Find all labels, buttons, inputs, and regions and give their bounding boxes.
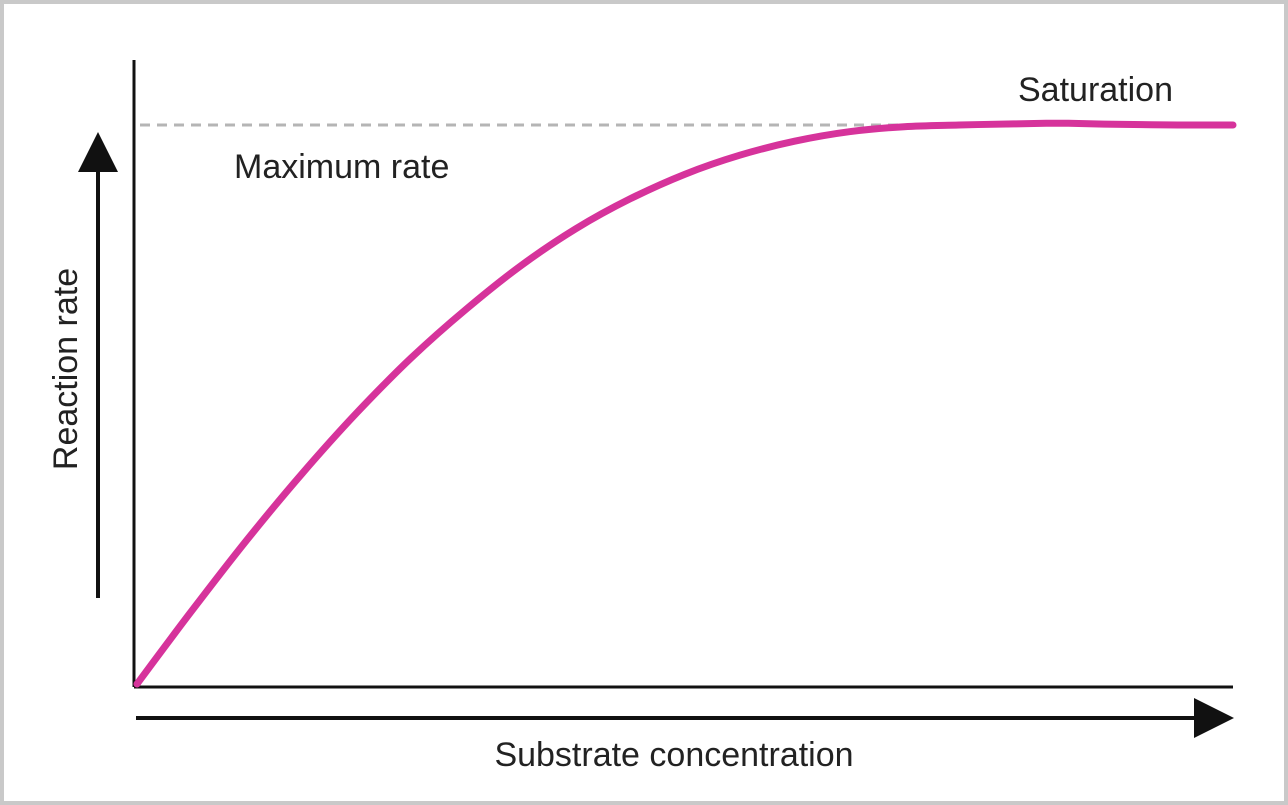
- saturation-annotation: Saturation: [1018, 71, 1173, 109]
- maximum-rate-label: Maximum rate: [234, 148, 449, 186]
- series-line-reaction-curve: [133, 119, 1237, 688]
- x-axis-label: Substrate concentration: [494, 736, 853, 774]
- y-axis-label: Reaction rate: [47, 268, 85, 470]
